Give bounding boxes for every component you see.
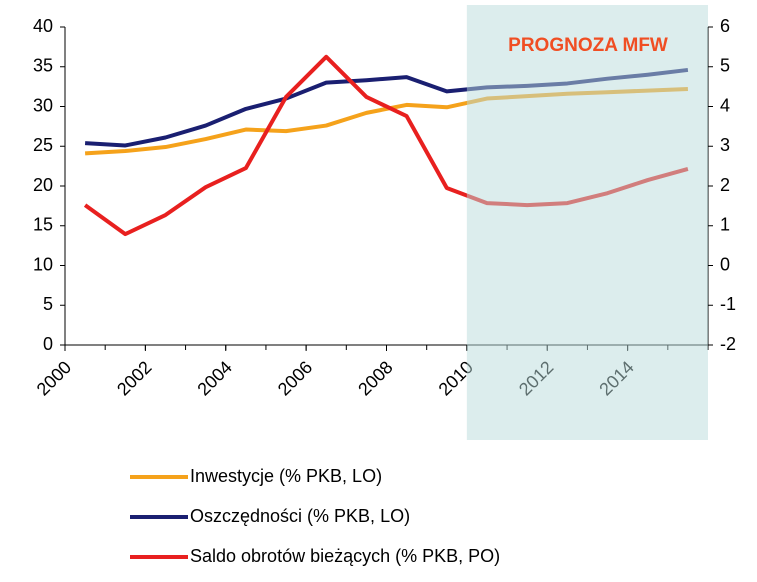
y-tick-label: 20	[33, 175, 53, 195]
x-tick-label: 2002	[113, 357, 155, 399]
y-tick-label: 25	[33, 135, 53, 155]
x-tick-label: 2008	[354, 357, 396, 399]
y-tick-label: 10	[33, 254, 53, 274]
y-tick-label: 40	[33, 16, 53, 36]
x-tick-label: 2000	[33, 357, 75, 399]
legend-label: Saldo obrotów bieżących (% PKB, PO)	[190, 546, 500, 566]
y-tick-label: 30	[33, 95, 53, 115]
forecast-label: PROGNOZA MFW	[508, 35, 668, 56]
y2-tick-label: -2	[720, 334, 736, 354]
y-tick-label: 35	[33, 56, 53, 76]
y2-tick-label: -1	[720, 294, 736, 314]
y2-tick-label: 4	[720, 95, 730, 115]
y2-tick-label: 0	[720, 254, 730, 274]
y-tick-label: 0	[43, 334, 53, 354]
y2-tick-label: 3	[720, 135, 730, 155]
forecast-shade	[466, 5, 708, 440]
legend-label: Inwestycje (% PKB, LO)	[190, 466, 382, 486]
legend-label: Oszczędności (% PKB, LO)	[190, 506, 410, 526]
x-tick-label: 2004	[193, 357, 235, 399]
y-tick-label: 15	[33, 215, 53, 235]
x-tick-label: 2006	[274, 357, 316, 399]
y2-tick-label: 2	[720, 175, 730, 195]
y2-tick-label: 1	[720, 215, 730, 235]
y2-tick-label: 6	[720, 16, 730, 36]
y-tick-label: 5	[43, 294, 53, 314]
y2-tick-label: 5	[720, 56, 730, 76]
